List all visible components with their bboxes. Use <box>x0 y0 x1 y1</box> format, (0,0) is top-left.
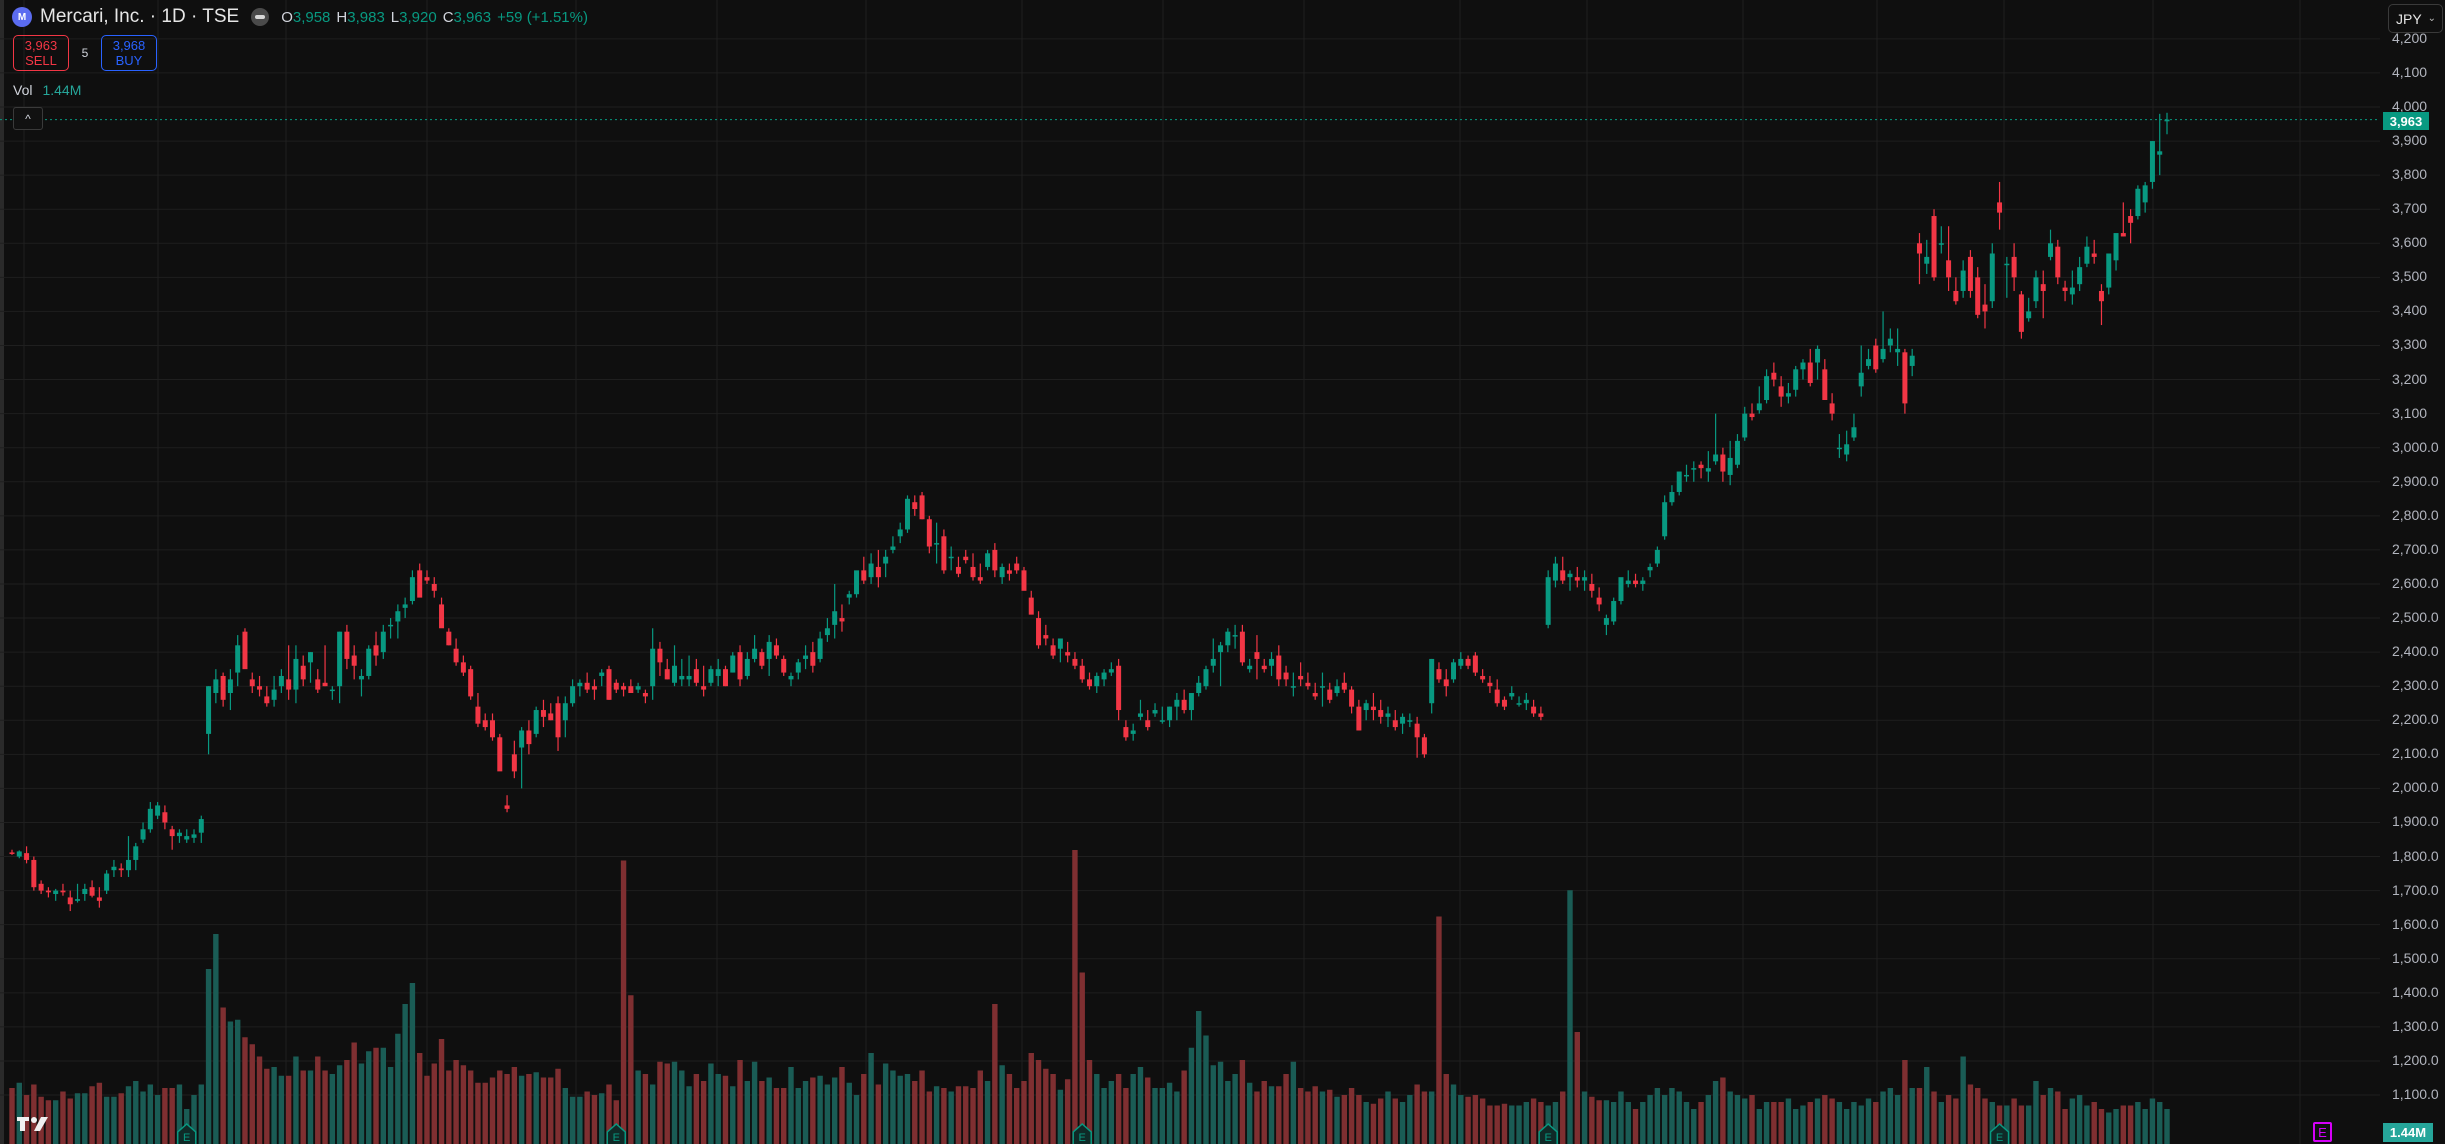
spread-value: 5 <box>81 46 89 60</box>
price-axis-label: 2,000.0 <box>2392 779 2439 796</box>
upcoming-earnings-marker[interactable]: E <box>2313 1122 2332 1142</box>
currency-select[interactable]: JPY ⌄ <box>2388 4 2443 33</box>
sell-label: SELL <box>25 53 57 68</box>
price-axis-label: 1,500.0 <box>2392 949 2439 966</box>
price-axis-label: 4,000 <box>2392 98 2428 114</box>
svg-text:E: E <box>1544 1132 1551 1144</box>
svg-text:E: E <box>1996 1132 2003 1144</box>
price-axis-label: 2,700.0 <box>2392 540 2439 557</box>
price-axis-label: 3,300 <box>2392 336 2428 353</box>
price-axis-label: 3,400 <box>2392 302 2428 319</box>
open-value: 3,958 <box>292 8 331 26</box>
price-axis-label: 1,600.0 <box>2392 915 2439 932</box>
price-axis-label: 2,800.0 <box>2392 506 2439 523</box>
buy-button[interactable]: 3,968 BUY <box>101 35 157 71</box>
chevron-down-icon: ⌄ <box>2427 13 2436 24</box>
close-value: 3,963 <box>453 8 492 26</box>
symbol-legend: M Mercari, Inc. · 1D · TSE O3,958 H3,983… <box>12 6 588 28</box>
price-axis-label: 1,700.0 <box>2392 881 2439 898</box>
tradingview-logo-icon[interactable] <box>15 1114 51 1134</box>
buy-price: 3,968 <box>112 38 146 53</box>
low-key: L <box>390 8 400 26</box>
last-price-tag: 3,963 <box>2383 112 2429 130</box>
price-axis-label: 2,400.0 <box>2392 643 2439 660</box>
svg-text:E: E <box>1079 1132 1086 1144</box>
last-volume-tag: 1.44M <box>2383 1123 2433 1142</box>
price-axis-label: 4,100 <box>2392 63 2428 80</box>
collapse-legend-button[interactable]: ^ <box>13 107 43 130</box>
high-value: 3,983 <box>347 8 385 26</box>
volume-legend: Vol 1.44M <box>13 82 81 98</box>
volume-bars <box>9 850 2170 1144</box>
svg-text:E: E <box>183 1132 190 1144</box>
high-key: H <box>336 8 348 26</box>
price-axis-label: 3,200 <box>2392 370 2428 387</box>
close-key: C <box>442 8 454 26</box>
price-axis-label: 3,700 <box>2392 200 2428 217</box>
price-axis-label: 2,500.0 <box>2392 609 2439 626</box>
price-axis-label: 3,500 <box>2392 268 2428 285</box>
price-axis-label: 1,300.0 <box>2392 1017 2439 1034</box>
price-axis-label: 2,300.0 <box>2392 677 2439 694</box>
chevron-up-icon: ^ <box>25 111 31 126</box>
minus-icon <box>255 15 266 19</box>
price-axis-label: 2,900.0 <box>2392 472 2439 489</box>
sell-button[interactable]: 3,963 SELL <box>13 35 69 71</box>
price-axis-label: 3,900 <box>2392 132 2428 149</box>
price-axis-label: 2,600.0 <box>2392 574 2439 591</box>
price-axis-label: 2,100.0 <box>2392 745 2439 762</box>
volume-value: 1.44M <box>42 82 82 98</box>
price-axis-label: 3,000.0 <box>2392 438 2439 455</box>
buy-label: BUY <box>115 53 143 68</box>
price-axis-label: 3,800 <box>2392 166 2428 183</box>
price-axis-label: 1,800.0 <box>2392 847 2439 864</box>
price-change: +59 (+1.51%) <box>497 8 588 26</box>
company-logo: M <box>12 7 32 27</box>
candlesticks <box>9 112 2170 912</box>
price-axis-label: 1,100.0 <box>2392 1086 2439 1103</box>
price-axis-label: 4,200 <box>2392 29 2428 46</box>
chart-grid <box>0 0 2380 1144</box>
svg-text:E: E <box>613 1132 620 1144</box>
symbol-title[interactable]: Mercari, Inc. · 1D · TSE <box>40 6 240 27</box>
price-axis-label: 1,400.0 <box>2392 983 2439 1000</box>
price-axis-label: 3,100 <box>2392 404 2428 421</box>
sell-price: 3,963 <box>24 38 58 53</box>
currency-value: JPY <box>2396 10 2422 27</box>
ohlc-values: O3,958 H3,983 L3,920 C3,963 +59 (+1.51%) <box>281 9 588 26</box>
hide-legend-button[interactable] <box>251 8 270 26</box>
price-axis-label: 2,200.0 <box>2392 711 2439 728</box>
price-axis-label: 1,200.0 <box>2392 1051 2439 1068</box>
open-key: O <box>281 8 293 26</box>
price-axis-label: 1,900.0 <box>2392 813 2439 830</box>
trade-buttons: 3,963 SELL 5 3,968 BUY <box>13 35 157 71</box>
volume-label: Vol <box>13 82 33 98</box>
left-edge-scrollbar <box>0 0 4 1144</box>
price-axis-label: 3,600 <box>2392 234 2428 251</box>
low-value: 3,920 <box>399 8 437 26</box>
